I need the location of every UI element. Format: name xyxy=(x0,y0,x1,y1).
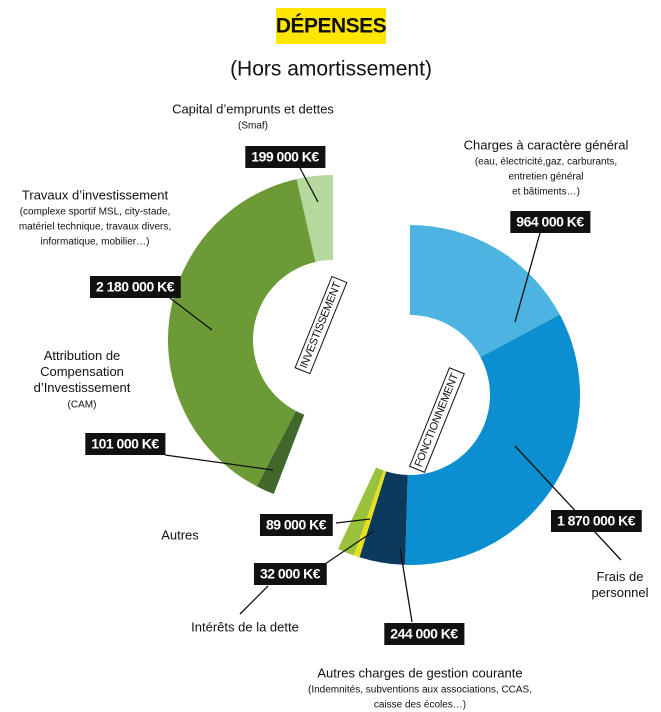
group-label: FONCTIONNEMENT xyxy=(408,367,465,473)
category-detail: (complexe sportif MSL, city-stade, xyxy=(20,207,171,218)
category-detail: entretien général xyxy=(508,172,583,183)
category-detail: et bâtiments…) xyxy=(512,187,580,198)
segment xyxy=(410,225,560,358)
value-label-box xyxy=(510,211,591,233)
leader-line xyxy=(169,297,213,331)
value-label: 101 000 K€ xyxy=(91,436,159,452)
category-label: Intérêts de la dette xyxy=(191,619,299,634)
segment xyxy=(405,314,580,565)
chart-title: DÉPENSES xyxy=(276,15,387,38)
value-label: 89 000 K€ xyxy=(266,517,327,533)
category-detail: matériel technique, travaux divers, xyxy=(19,222,171,233)
value-label: 32 000 K€ xyxy=(260,566,321,582)
category-label: Travaux d’investissement xyxy=(22,187,169,202)
category-detail: (eau, électricité,gaz, carburants, xyxy=(475,157,617,168)
category-detail: caisse des écoles…) xyxy=(374,700,466,711)
chart-subtitle: (Hors amortissement) xyxy=(230,58,432,81)
category-label: Frais de personnel xyxy=(591,569,648,600)
value-label: 964 000 K€ xyxy=(516,214,584,230)
value-label: 1 870 000 K€ xyxy=(557,513,636,529)
value-label-box xyxy=(253,563,327,585)
value-label-box xyxy=(384,623,465,645)
group-label-text: FONCTIONNEMENT xyxy=(413,371,462,468)
category-detail: (Smaf) xyxy=(238,121,268,132)
value-label: 2 180 000 K€ xyxy=(96,279,175,295)
value-label-box xyxy=(89,276,181,298)
leader-line xyxy=(514,445,622,561)
group-label: INVESTISSEMENT xyxy=(294,275,348,375)
segment xyxy=(359,471,408,565)
value-label-box xyxy=(245,146,326,168)
value-label: 199 000 K€ xyxy=(251,149,319,165)
category-label: Charges à caractère général xyxy=(464,137,629,152)
leader-line xyxy=(399,547,413,623)
segment xyxy=(168,179,316,487)
value-label-box xyxy=(85,433,166,455)
category-label: Attribution de Compensation d’Investisseme… xyxy=(34,348,131,395)
leader-line xyxy=(335,518,371,524)
group-label-box xyxy=(294,275,348,375)
title-background xyxy=(276,8,386,44)
category-label: Autres charges de gestion courante xyxy=(317,665,522,680)
category-detail: (CAM) xyxy=(68,400,97,411)
leader-line xyxy=(239,585,269,615)
leader-line xyxy=(299,167,319,203)
category-label: Capital d’emprunts et dettes xyxy=(172,101,334,116)
segment xyxy=(296,175,333,262)
leader-line xyxy=(321,530,375,567)
value-label: 244 000 K€ xyxy=(390,626,458,642)
group-label-text: INVESTISSEMENT xyxy=(298,280,344,370)
value-label-box xyxy=(259,514,333,536)
category-detail: informatique, mobilier…) xyxy=(41,237,150,248)
segment xyxy=(353,470,387,558)
segment xyxy=(338,467,384,556)
value-label-box xyxy=(550,510,642,532)
category-detail: (Indemnités, subventions aux association… xyxy=(308,685,532,696)
segment xyxy=(256,410,305,495)
group-label-box xyxy=(408,367,465,473)
category-label: Autres xyxy=(161,527,199,542)
leader-line xyxy=(164,454,274,471)
leader-line xyxy=(514,232,541,323)
